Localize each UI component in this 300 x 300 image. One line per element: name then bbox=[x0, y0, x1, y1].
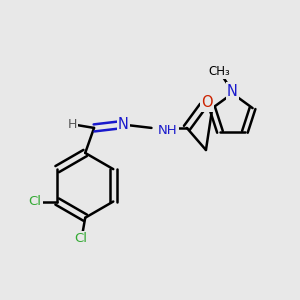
Text: H: H bbox=[67, 118, 77, 131]
Text: O: O bbox=[201, 95, 212, 110]
Text: N: N bbox=[118, 118, 129, 133]
Text: N: N bbox=[227, 84, 238, 99]
Text: Cl: Cl bbox=[74, 232, 87, 245]
Text: Cl: Cl bbox=[28, 195, 42, 208]
Text: CH₃: CH₃ bbox=[208, 65, 230, 78]
Text: NH: NH bbox=[158, 124, 178, 137]
